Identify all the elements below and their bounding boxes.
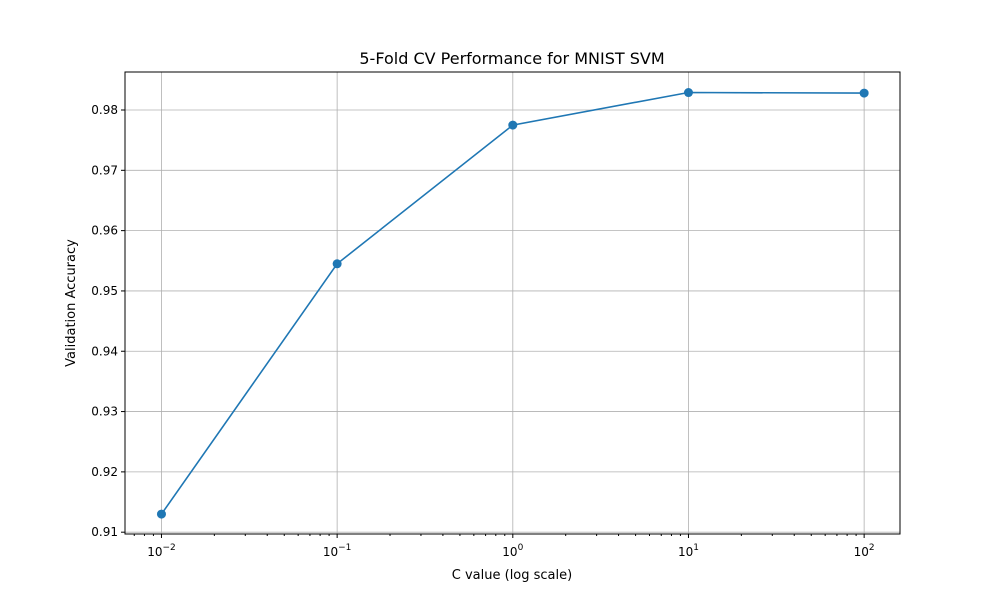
y-axis-label: Validation Accuracy (64, 239, 79, 367)
x-tick-label: 10−2 (147, 543, 176, 559)
x-tick-label: 100 (502, 543, 523, 559)
data-point (156, 509, 166, 519)
series-layer (156, 88, 869, 519)
y-tick-label: 0.98 (91, 103, 118, 117)
y-tick-label: 0.97 (91, 163, 118, 177)
y-tick-label: 0.93 (91, 405, 118, 419)
y-tick-label: 0.96 (91, 224, 118, 238)
x-tick-label: 10−1 (323, 543, 352, 559)
data-point (683, 88, 693, 98)
data-point (332, 259, 342, 269)
y-tick-label: 0.92 (91, 465, 118, 479)
y-tick-label: 0.95 (91, 284, 118, 298)
x-tick-label: 101 (678, 543, 699, 559)
grid-layer (125, 72, 900, 534)
y-tick-label: 0.94 (91, 344, 118, 358)
tick-layer: 0.91 0.92 0.93 0.94 0.95 0.96 0.97 0.98 10−2 10−1… (91, 103, 874, 559)
chart-title: 5-Fold CV Performance for MNIST SVM (359, 49, 664, 68)
y-tick-label: 0.91 (91, 525, 118, 539)
data-point (508, 120, 518, 130)
x-axis-label: C value (log scale) (452, 568, 572, 583)
data-point (859, 88, 869, 98)
x-tick-label: 102 (854, 543, 875, 559)
